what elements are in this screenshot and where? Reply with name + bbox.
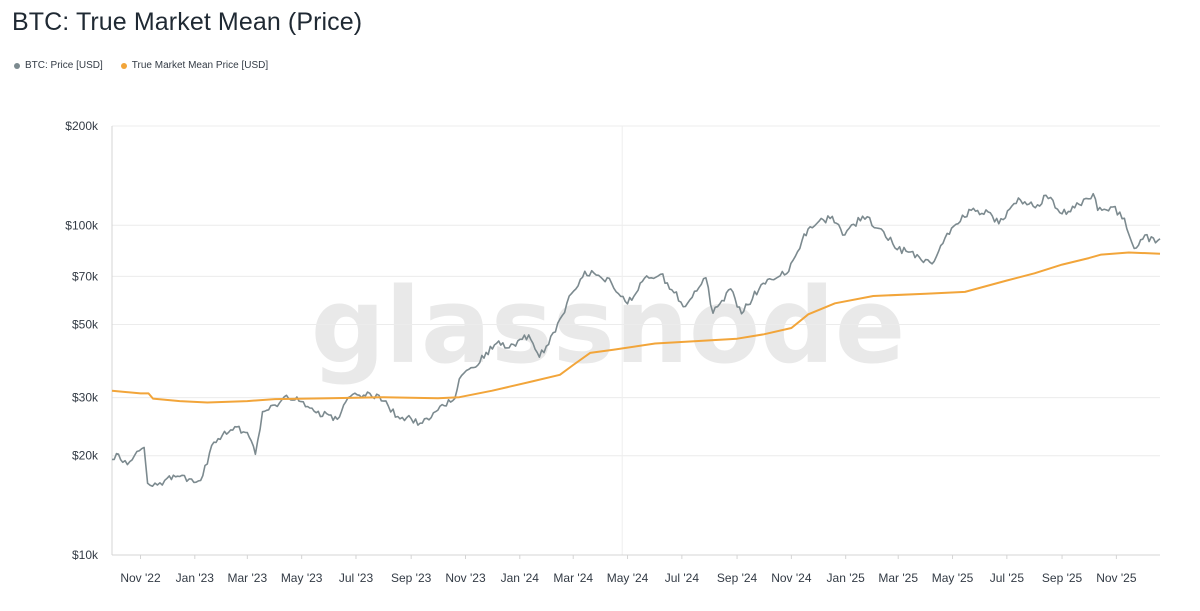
y-tick-label: $10k: [72, 548, 99, 562]
x-tick-label: Jul '23: [339, 571, 374, 585]
x-tick-label: Jul '24: [665, 571, 700, 585]
x-tick-label: Nov '24: [771, 571, 812, 585]
x-tick-label: Jan '24: [501, 571, 540, 585]
legend-item-true-market-mean[interactable]: True Market Mean Price [USD]: [120, 60, 269, 71]
x-tick-label: Mar '24: [553, 571, 593, 585]
legend-label-true-market-mean: True Market Mean Price [USD]: [131, 60, 269, 71]
x-tick-label: Jan '25: [827, 571, 866, 585]
y-tick-label: $100k: [65, 218, 99, 232]
series-line-true-market-mean[interactable]: [111, 251, 1161, 404]
y-tick-label: $200k: [65, 119, 99, 133]
x-tick-label: Sep '24: [717, 571, 758, 585]
y-tick-label: $30k: [72, 391, 99, 405]
x-tick-label: Jan '23: [176, 571, 215, 585]
tick-labels: $10k $20k $30k $50k $70k $100k $200k Nov '22 Jan…: [65, 119, 1137, 585]
x-tick-label: Mar '25: [878, 571, 918, 585]
series-lines: [111, 192, 1161, 488]
y-tick-label: $70k: [72, 269, 99, 283]
x-tick-label: May '24: [607, 571, 649, 585]
axes: [111, 126, 1160, 559]
x-tick-label: May '25: [932, 571, 974, 585]
watermark-logo: glassnode: [311, 265, 906, 387]
x-tick-label: Nov '23: [445, 571, 486, 585]
legend-swatch-true-market-mean: [120, 62, 127, 69]
chart-title: BTC: True Market Mean (Price): [12, 8, 363, 36]
chart-legend: BTC: Price [USD] True Market Mean Price …: [14, 60, 268, 71]
x-tick-label: May '23: [281, 571, 323, 585]
y-tick-label: $20k: [72, 449, 99, 463]
legend-item-btc-price[interactable]: BTC: Price [USD]: [14, 60, 103, 71]
x-tick-label: Nov '22: [120, 571, 161, 585]
series-line-btc-price[interactable]: [111, 192, 1161, 488]
x-tick-label: Mar '23: [228, 571, 268, 585]
x-tick-label: Jul '25: [990, 571, 1025, 585]
x-tick-label: Sep '25: [1042, 571, 1083, 585]
x-tick-label: Nov '25: [1096, 571, 1137, 585]
y-tick-label: $50k: [72, 318, 99, 332]
x-tick-label: Sep '23: [391, 571, 432, 585]
legend-swatch-btc-price: [14, 62, 20, 69]
legend-label-btc-price: BTC: Price [USD]: [25, 60, 103, 71]
